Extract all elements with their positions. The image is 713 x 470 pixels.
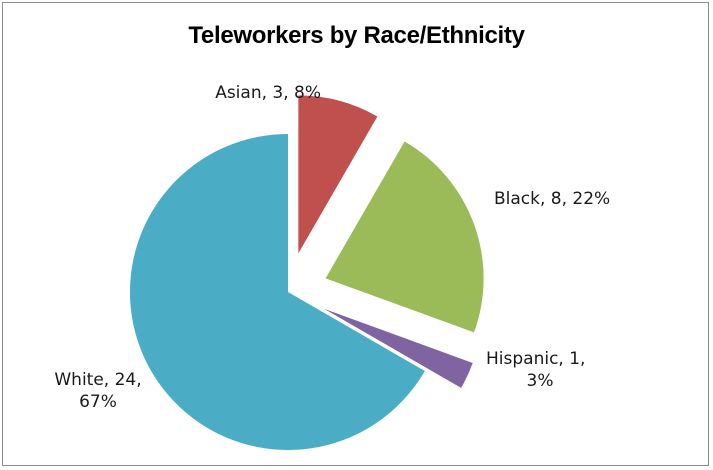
pie-labels: Asian, 3, 8% Black, 8, 22% Hispanic, 1,3% W… — [54, 83, 610, 412]
pie-slice-black — [325, 141, 484, 333]
pie-slices — [129, 95, 484, 450]
pie-slice-white — [129, 134, 425, 450]
pie-slice-asian — [298, 95, 378, 254]
chart-title: Teleworkers by Race/Ethnicity — [188, 22, 525, 49]
data-label-black: Black, 8, 22% — [494, 189, 610, 209]
data-label-white-line2: 67% — [79, 392, 117, 412]
data-label-hispanic-line2: 3% — [527, 371, 554, 391]
data-label-asian: Asian, 3, 8% — [215, 83, 321, 103]
pie-slice-hispanic — [324, 308, 473, 388]
data-label-hispanic-line1: Hispanic, 1, — [486, 349, 585, 369]
data-label-white-line1: White, 24, — [54, 370, 141, 390]
